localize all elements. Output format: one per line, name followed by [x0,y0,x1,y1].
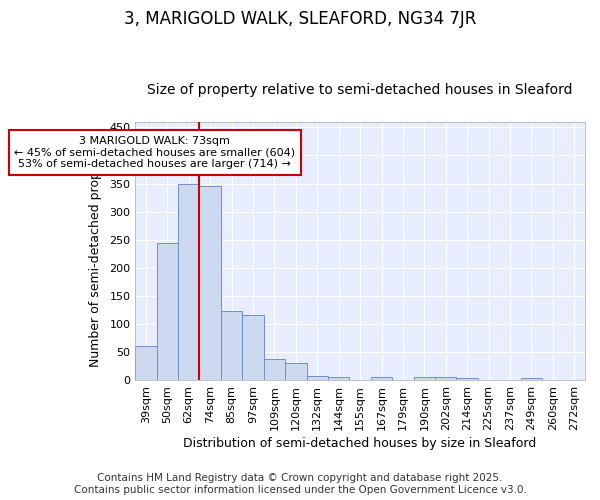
Bar [264,358,285,380]
Text: Contains HM Land Registry data © Crown copyright and database right 2025.
Contai: Contains HM Land Registry data © Crown c… [74,474,526,495]
Text: 3 MARIGOLD WALK: 73sqm
← 45% of semi-detached houses are smaller (604)
53% of se: 3 MARIGOLD WALK: 73sqm ← 45% of semi-det… [14,136,295,169]
Title: Size of property relative to semi-detached houses in Sleaford: Size of property relative to semi-detach… [148,83,573,97]
Text: 3, MARIGOLD WALK, SLEAFORD, NG34 7JR: 3, MARIGOLD WALK, SLEAFORD, NG34 7JR [124,10,476,28]
Bar [413,376,435,380]
Bar [178,184,199,380]
X-axis label: Distribution of semi-detached houses by size in Sleaford: Distribution of semi-detached houses by … [184,437,537,450]
Bar [199,186,221,380]
Bar [371,378,392,380]
Bar [521,378,542,380]
Bar [242,316,264,380]
Bar [328,376,349,380]
Bar [135,346,157,380]
Bar [157,242,178,380]
Bar [457,378,478,380]
Bar [307,376,328,380]
Bar [221,311,242,380]
Bar [435,378,457,380]
Bar [285,363,307,380]
Y-axis label: Number of semi-detached properties: Number of semi-detached properties [89,135,102,366]
